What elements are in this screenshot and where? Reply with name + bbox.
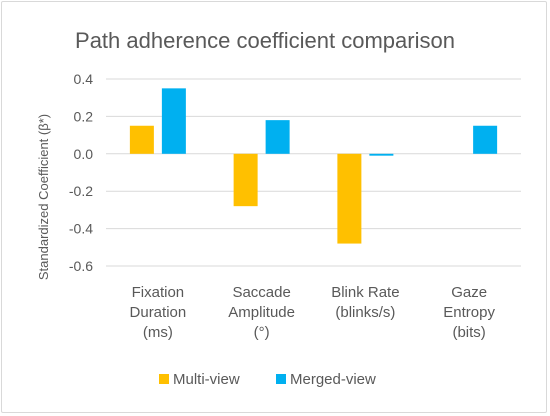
category-label: Gaze Entropy (bits) [443, 284, 495, 341]
bar [233, 153, 258, 207]
legend: Multi-view Merged-view [159, 371, 376, 388]
category-label: Fixation Duration (ms) [130, 284, 187, 341]
y-tick-label: -0.4 [69, 221, 93, 237]
legend-swatch [159, 374, 169, 384]
category-label: Saccade Amplitude (°) [228, 284, 295, 341]
y-tick-label: -0.6 [69, 258, 93, 274]
chart-title: Path adherence coefficient comparison [75, 28, 455, 53]
bar [265, 120, 290, 154]
y-tick-label: -0.2 [69, 183, 93, 199]
bars [129, 88, 498, 244]
legend-label: Multi-view [173, 371, 240, 388]
y-tick-label: 0.0 [74, 146, 94, 162]
bar [161, 88, 186, 154]
bar [337, 153, 362, 244]
category-labels: Fixation Duration (ms) Saccade Amplitude (°) B… [130, 284, 496, 341]
y-tick-label: 0.2 [74, 108, 94, 124]
y-tick-label: 0.4 [74, 71, 94, 87]
y-axis-title: Standardized Coefficient (β*) [36, 114, 51, 280]
legend-label: Merged-view [290, 371, 376, 388]
y-tick-labels: 0.4 0.2 0.0 -0.2 -0.4 -0.6 [69, 71, 93, 274]
category-label: Blink Rate (blinks/s) [331, 284, 399, 321]
bar [369, 153, 394, 156]
bar [129, 125, 154, 154]
legend-swatch [276, 374, 286, 384]
bar [473, 125, 498, 154]
